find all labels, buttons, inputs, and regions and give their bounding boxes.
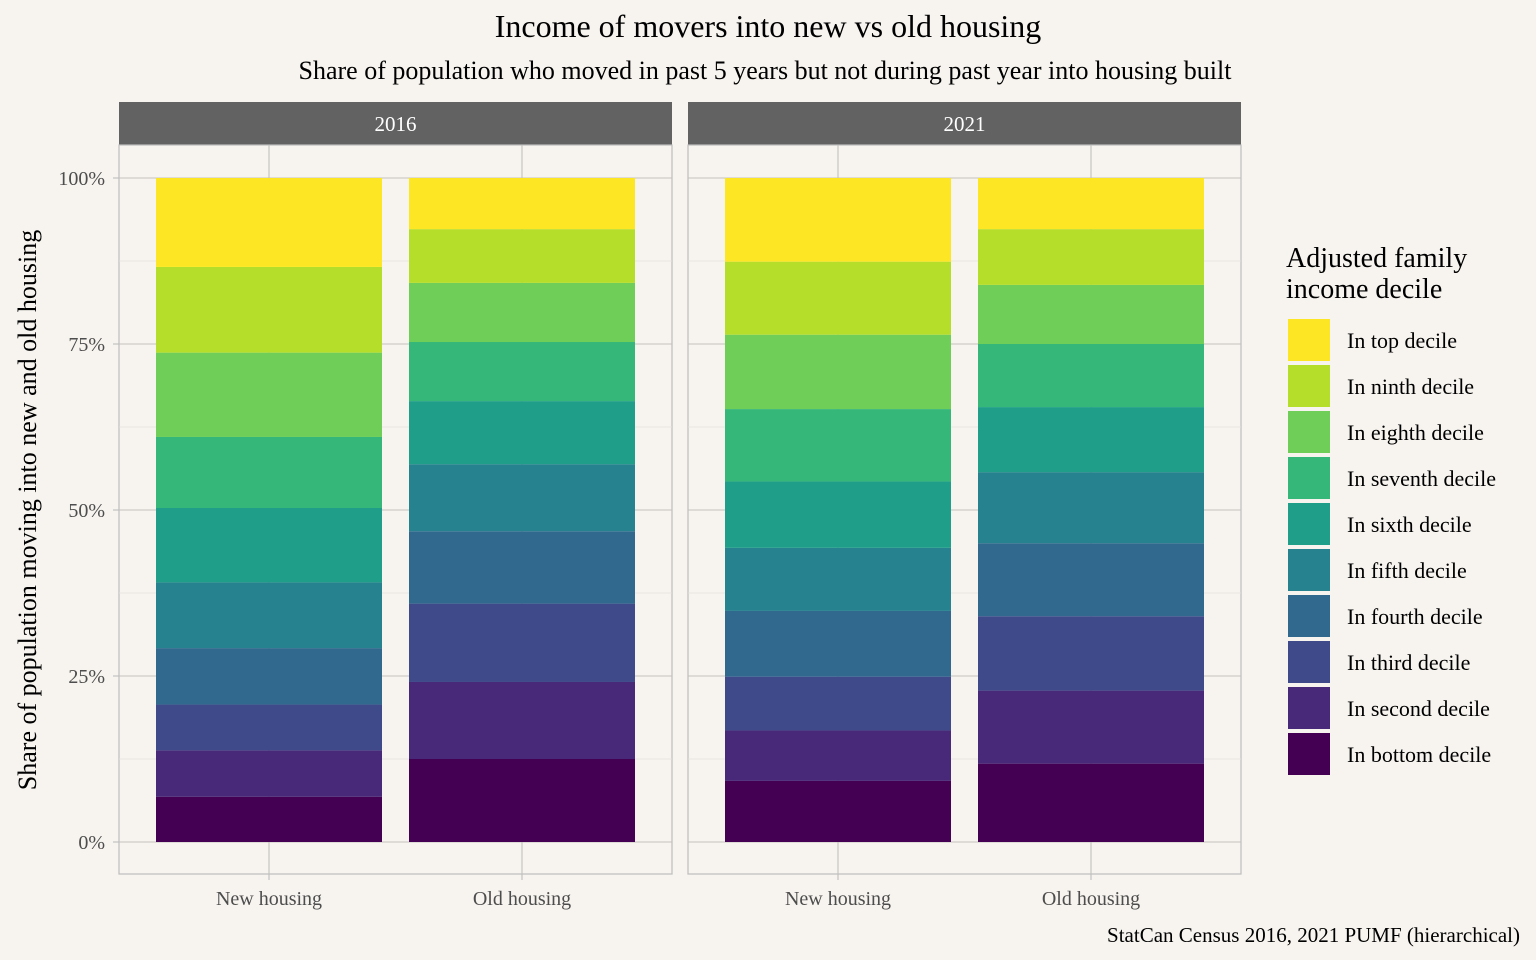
y-tick-label: 25% <box>68 666 105 688</box>
bar-segment <box>725 676 951 731</box>
y-axis-title: Share of population moving into new and … <box>13 230 42 790</box>
chart-caption: StatCan Census 2016, 2021 PUMF (hierarch… <box>1107 923 1520 947</box>
facet-strip <box>119 102 672 145</box>
bar-segment <box>409 531 635 604</box>
bar-segment <box>978 472 1204 544</box>
legend-swatch <box>1288 411 1330 453</box>
legend-label: In fourth decile <box>1347 604 1483 629</box>
bar-segment <box>409 401 635 465</box>
bar-segment <box>725 730 951 781</box>
bar-segment <box>409 229 635 283</box>
y-tick-label: 0% <box>78 832 105 854</box>
legend-swatch <box>1288 365 1330 407</box>
bar-segment <box>978 344 1204 408</box>
bar-segment <box>978 690 1204 764</box>
y-tick-label: 75% <box>68 334 105 356</box>
bar-segment <box>156 508 382 583</box>
bar-segment <box>978 178 1204 230</box>
legend-label: In fifth decile <box>1347 558 1467 583</box>
legend-label: In sixth decile <box>1347 512 1472 537</box>
y-tick-label: 100% <box>58 168 105 190</box>
legend-swatch <box>1288 595 1330 637</box>
bar-segment <box>725 178 951 262</box>
bar-segment <box>409 681 635 759</box>
legend-label: In second decile <box>1347 696 1490 721</box>
bar-segment <box>156 648 382 705</box>
x-tick-label: Old housing <box>1042 888 1140 910</box>
bar-new-housing <box>725 178 951 842</box>
bar-segment <box>725 409 951 482</box>
bar-segment <box>156 436 382 509</box>
legend-swatch <box>1288 687 1330 729</box>
legend-label: In ninth decile <box>1347 374 1474 399</box>
legend-title-line: Adjusted family <box>1286 243 1467 274</box>
bar-segment <box>978 229 1204 285</box>
bar-segment <box>725 547 951 611</box>
bar-segment <box>978 763 1204 842</box>
bar-segment <box>725 481 951 548</box>
bar-segment <box>409 178 635 230</box>
x-tick-label: New housing <box>216 888 322 910</box>
bar-segment <box>409 759 635 842</box>
bar-segment <box>409 603 635 682</box>
bar-segment <box>156 582 382 649</box>
bar-old-housing <box>978 178 1204 842</box>
chart-title: Income of movers into new vs old housing <box>495 8 1042 44</box>
bar-new-housing <box>156 178 382 842</box>
legend-swatch <box>1288 319 1330 361</box>
facet-strip-label: 2021 <box>944 112 986 136</box>
legend-swatch <box>1288 457 1330 499</box>
bar-segment <box>978 616 1204 691</box>
facet-2021: 2021 New housing Old housing <box>687 102 1242 910</box>
legend-swatch <box>1288 733 1330 775</box>
chart-subtitle: Share of population who moved in past 5 … <box>299 56 1233 85</box>
bar-segment <box>156 750 382 797</box>
bar-segment <box>156 704 382 751</box>
facet-2016: 2016 New housing Old housing <box>118 102 673 910</box>
x-tick-label: Old housing <box>473 888 571 910</box>
bar-segment <box>725 261 951 335</box>
facet-strip-label: 2016 <box>375 112 417 136</box>
bar-segment <box>156 266 382 353</box>
facets-layer: 2016 New housing Old housing 2021 New housin… <box>58 102 1242 910</box>
bar-segment <box>978 284 1204 344</box>
facet-strip <box>688 102 1241 145</box>
bar-segment <box>725 334 951 410</box>
legend-label: In seventh decile <box>1347 466 1496 491</box>
x-tick-label: New housing <box>785 888 891 910</box>
bar-segment <box>156 796 382 842</box>
bar-segment <box>409 464 635 532</box>
legend-title-line: income decile <box>1286 274 1442 305</box>
bar-segment <box>409 342 635 402</box>
legend-label: In eighth decile <box>1347 420 1484 445</box>
bar-segment <box>409 282 635 343</box>
bar-segment <box>725 780 951 842</box>
bar-segment <box>156 178 382 267</box>
bar-old-housing <box>409 178 635 842</box>
legend-swatch <box>1288 549 1330 591</box>
legend-label: In third decile <box>1347 650 1470 675</box>
legend-label: In bottom decile <box>1347 742 1491 767</box>
legend-swatch <box>1288 641 1330 683</box>
bar-segment <box>978 407 1204 473</box>
legend-label: In top decile <box>1347 328 1457 353</box>
y-tick-label: 50% <box>68 500 105 522</box>
bar-segment <box>725 610 951 677</box>
legend-swatch <box>1288 503 1330 545</box>
bar-segment <box>156 352 382 437</box>
bar-segment <box>978 543 1204 617</box>
